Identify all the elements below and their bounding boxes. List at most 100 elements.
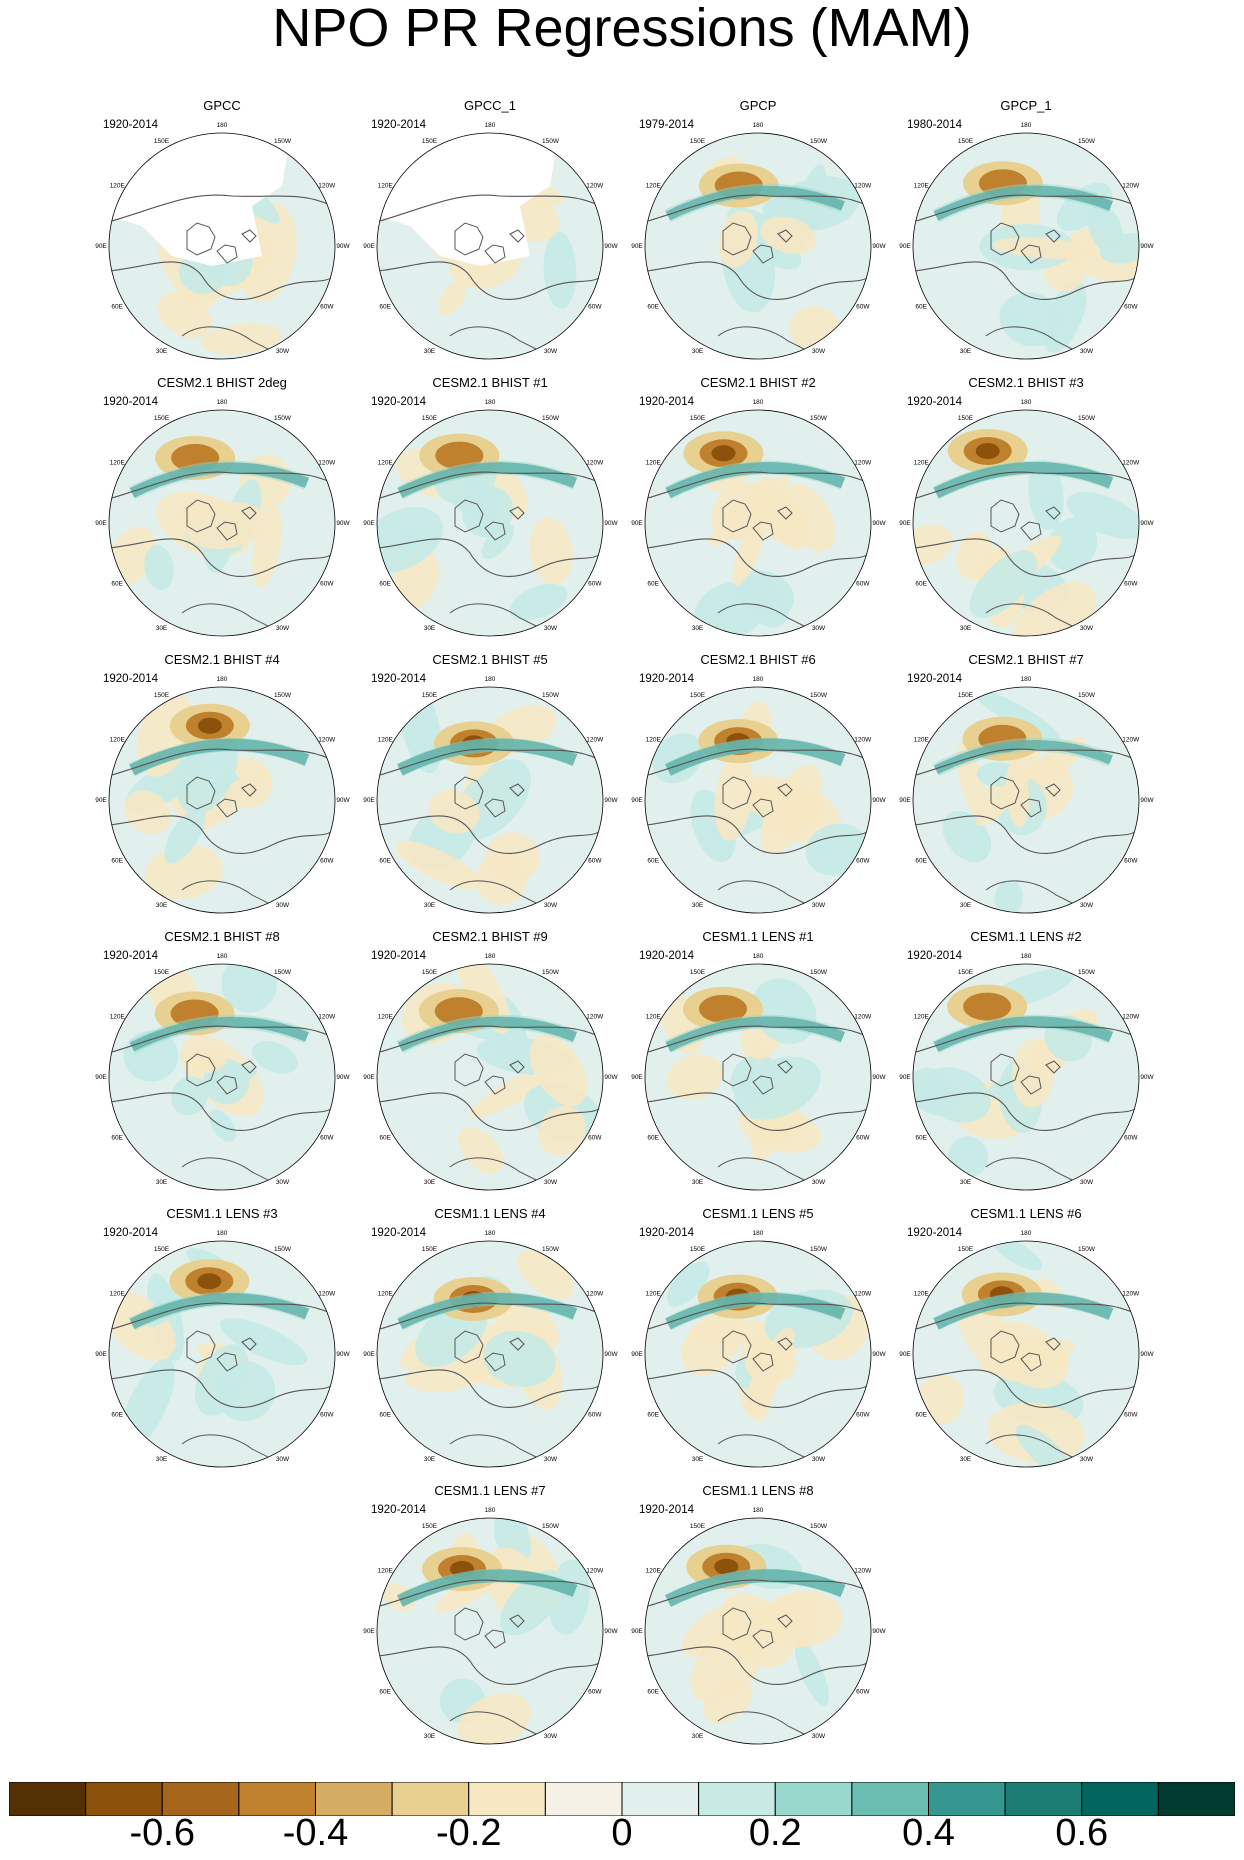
coastline [990, 776, 1061, 818]
coastline [449, 1711, 551, 1742]
precip-anomaly-band [129, 462, 310, 498]
longitude-label: 60W [1124, 304, 1138, 311]
longitude-label: 90E [95, 520, 107, 527]
coastline [186, 1053, 257, 1095]
longitude-label: 120E [378, 737, 394, 744]
longitude-label: 150E [422, 415, 438, 422]
longitude-label: 180 [217, 953, 228, 960]
longitude-label: 150E [154, 415, 170, 422]
map-panel: 180150W150E120W120E90W90E60W60E30W30E0CE… [356, 1483, 624, 1749]
precip-anomaly-blob [481, 523, 515, 560]
colorbar-tick-label: -0.2 [436, 1812, 502, 1854]
coastline [449, 880, 551, 911]
longitude-label: 120E [378, 1291, 394, 1298]
precip-anomaly-blob [435, 441, 484, 470]
longitude-label: 30W [276, 348, 290, 355]
precip-anomaly-band [397, 1016, 577, 1052]
precip-anomaly-blob [734, 1056, 821, 1120]
longitude-label: 150E [422, 692, 438, 699]
longitude-label: 60E [379, 1689, 391, 1696]
panel-years: 1920-2014 [371, 673, 426, 685]
longitude-label: 120E [110, 1291, 126, 1298]
longitude-label: 60E [915, 858, 927, 865]
longitude-label: 30W [276, 1456, 290, 1463]
coastline [186, 776, 257, 818]
longitude-label: 30E [156, 625, 168, 632]
longitude-label: 60W [856, 1412, 870, 1419]
longitude-label: 120E [110, 1014, 126, 1021]
panel-title: CESM2.1 BHIST #8 [164, 929, 280, 944]
longitude-label: 150W [810, 969, 828, 976]
panel-years: 1920-2014 [639, 950, 694, 962]
longitude-label: 90W [336, 1074, 350, 1081]
coastline [377, 815, 603, 854]
longitude-label: 180 [485, 122, 496, 129]
longitude-label: 90E [95, 243, 107, 250]
colorbar-tick-label: -0.4 [282, 1812, 349, 1854]
coastline [377, 261, 603, 300]
precip-anomaly-blob [529, 1034, 588, 1107]
colorbar-tick-label: 0.6 [1055, 1812, 1109, 1854]
longitude-label: 30E [156, 902, 168, 909]
longitude-label: 180 [485, 953, 496, 960]
longitude-label: 90E [631, 797, 643, 804]
colorbar-swatch [544, 1782, 623, 1816]
coastline [379, 1579, 601, 1607]
longitude-label: 120W [854, 1014, 872, 1021]
precip-anomaly-band [664, 1568, 846, 1608]
longitude-label: 150E [690, 1246, 706, 1253]
longitude-label: 150W [810, 415, 828, 422]
longitude-label: 120W [318, 1291, 336, 1298]
longitude-label: 150E [958, 692, 974, 699]
coastline [377, 1092, 603, 1131]
panel-title: CESM2.1 BHIST #4 [164, 652, 280, 667]
polar-map: 180150W150E120W120E90W90E60W60E30W30E0 [631, 1507, 887, 1745]
precip-anomaly-blob [171, 1076, 209, 1116]
longitude-label: 180 [217, 122, 228, 129]
coastline [449, 326, 551, 357]
panel-title: CESM2.1 BHIST #3 [968, 375, 1084, 390]
longitude-label: 120E [646, 1291, 662, 1298]
coastline [186, 1330, 257, 1372]
longitude-label: 180 [753, 676, 764, 683]
coastline [722, 1607, 793, 1649]
panel-title: CESM1.1 LENS #6 [970, 1206, 1082, 1221]
longitude-label: 30W [1080, 1456, 1094, 1463]
coastline [186, 222, 257, 264]
panel-title: CESM2.1 BHIST #1 [432, 375, 548, 390]
longitude-label: 90E [899, 1351, 911, 1358]
longitude-label: 180 [753, 1507, 764, 1514]
panel-years: 1920-2014 [371, 950, 426, 962]
coastline [990, 499, 1061, 541]
polar-map: 180150W150E120W120E90W90E60W60E30W30E0 [899, 676, 1155, 914]
precip-anomaly-blob [1047, 517, 1098, 572]
panel-years: 1979-2014 [639, 119, 694, 131]
longitude-label: 120E [110, 460, 126, 467]
longitude-label: 180 [217, 399, 228, 406]
longitude-label: 60E [379, 858, 391, 865]
precip-anomaly-band [129, 1293, 310, 1330]
longitude-label: 120E [914, 460, 930, 467]
coastline [722, 776, 793, 818]
longitude-label: 60W [588, 304, 602, 311]
longitude-label: 90E [631, 1351, 643, 1358]
map-panel: 180150W150E120W120E90W90E60W60E30W30E0GP… [356, 98, 624, 364]
coastline [454, 1330, 525, 1372]
longitude-label: 150E [690, 1523, 706, 1530]
longitude-label: 90E [95, 1351, 107, 1358]
longitude-label: 150W [274, 1246, 292, 1253]
longitude-label: 60E [647, 1689, 659, 1696]
panel-years: 1920-2014 [639, 673, 694, 685]
map-boundary [644, 1240, 872, 1468]
map-boundary [376, 1517, 604, 1745]
map-panel: 180150W150E120W120E90W90E60W60E30W30E0CE… [356, 1206, 624, 1472]
longitude-label: 60E [111, 1135, 123, 1142]
longitude-label: 30E [424, 625, 436, 632]
longitude-label: 180 [485, 1230, 496, 1237]
longitude-label: 150W [1078, 1246, 1096, 1253]
coastline [645, 1092, 871, 1131]
map-boundary [108, 132, 336, 360]
longitude-label: 30W [544, 625, 558, 632]
precip-anomaly-blob [197, 1273, 222, 1290]
longitude-label: 90W [872, 1628, 886, 1635]
